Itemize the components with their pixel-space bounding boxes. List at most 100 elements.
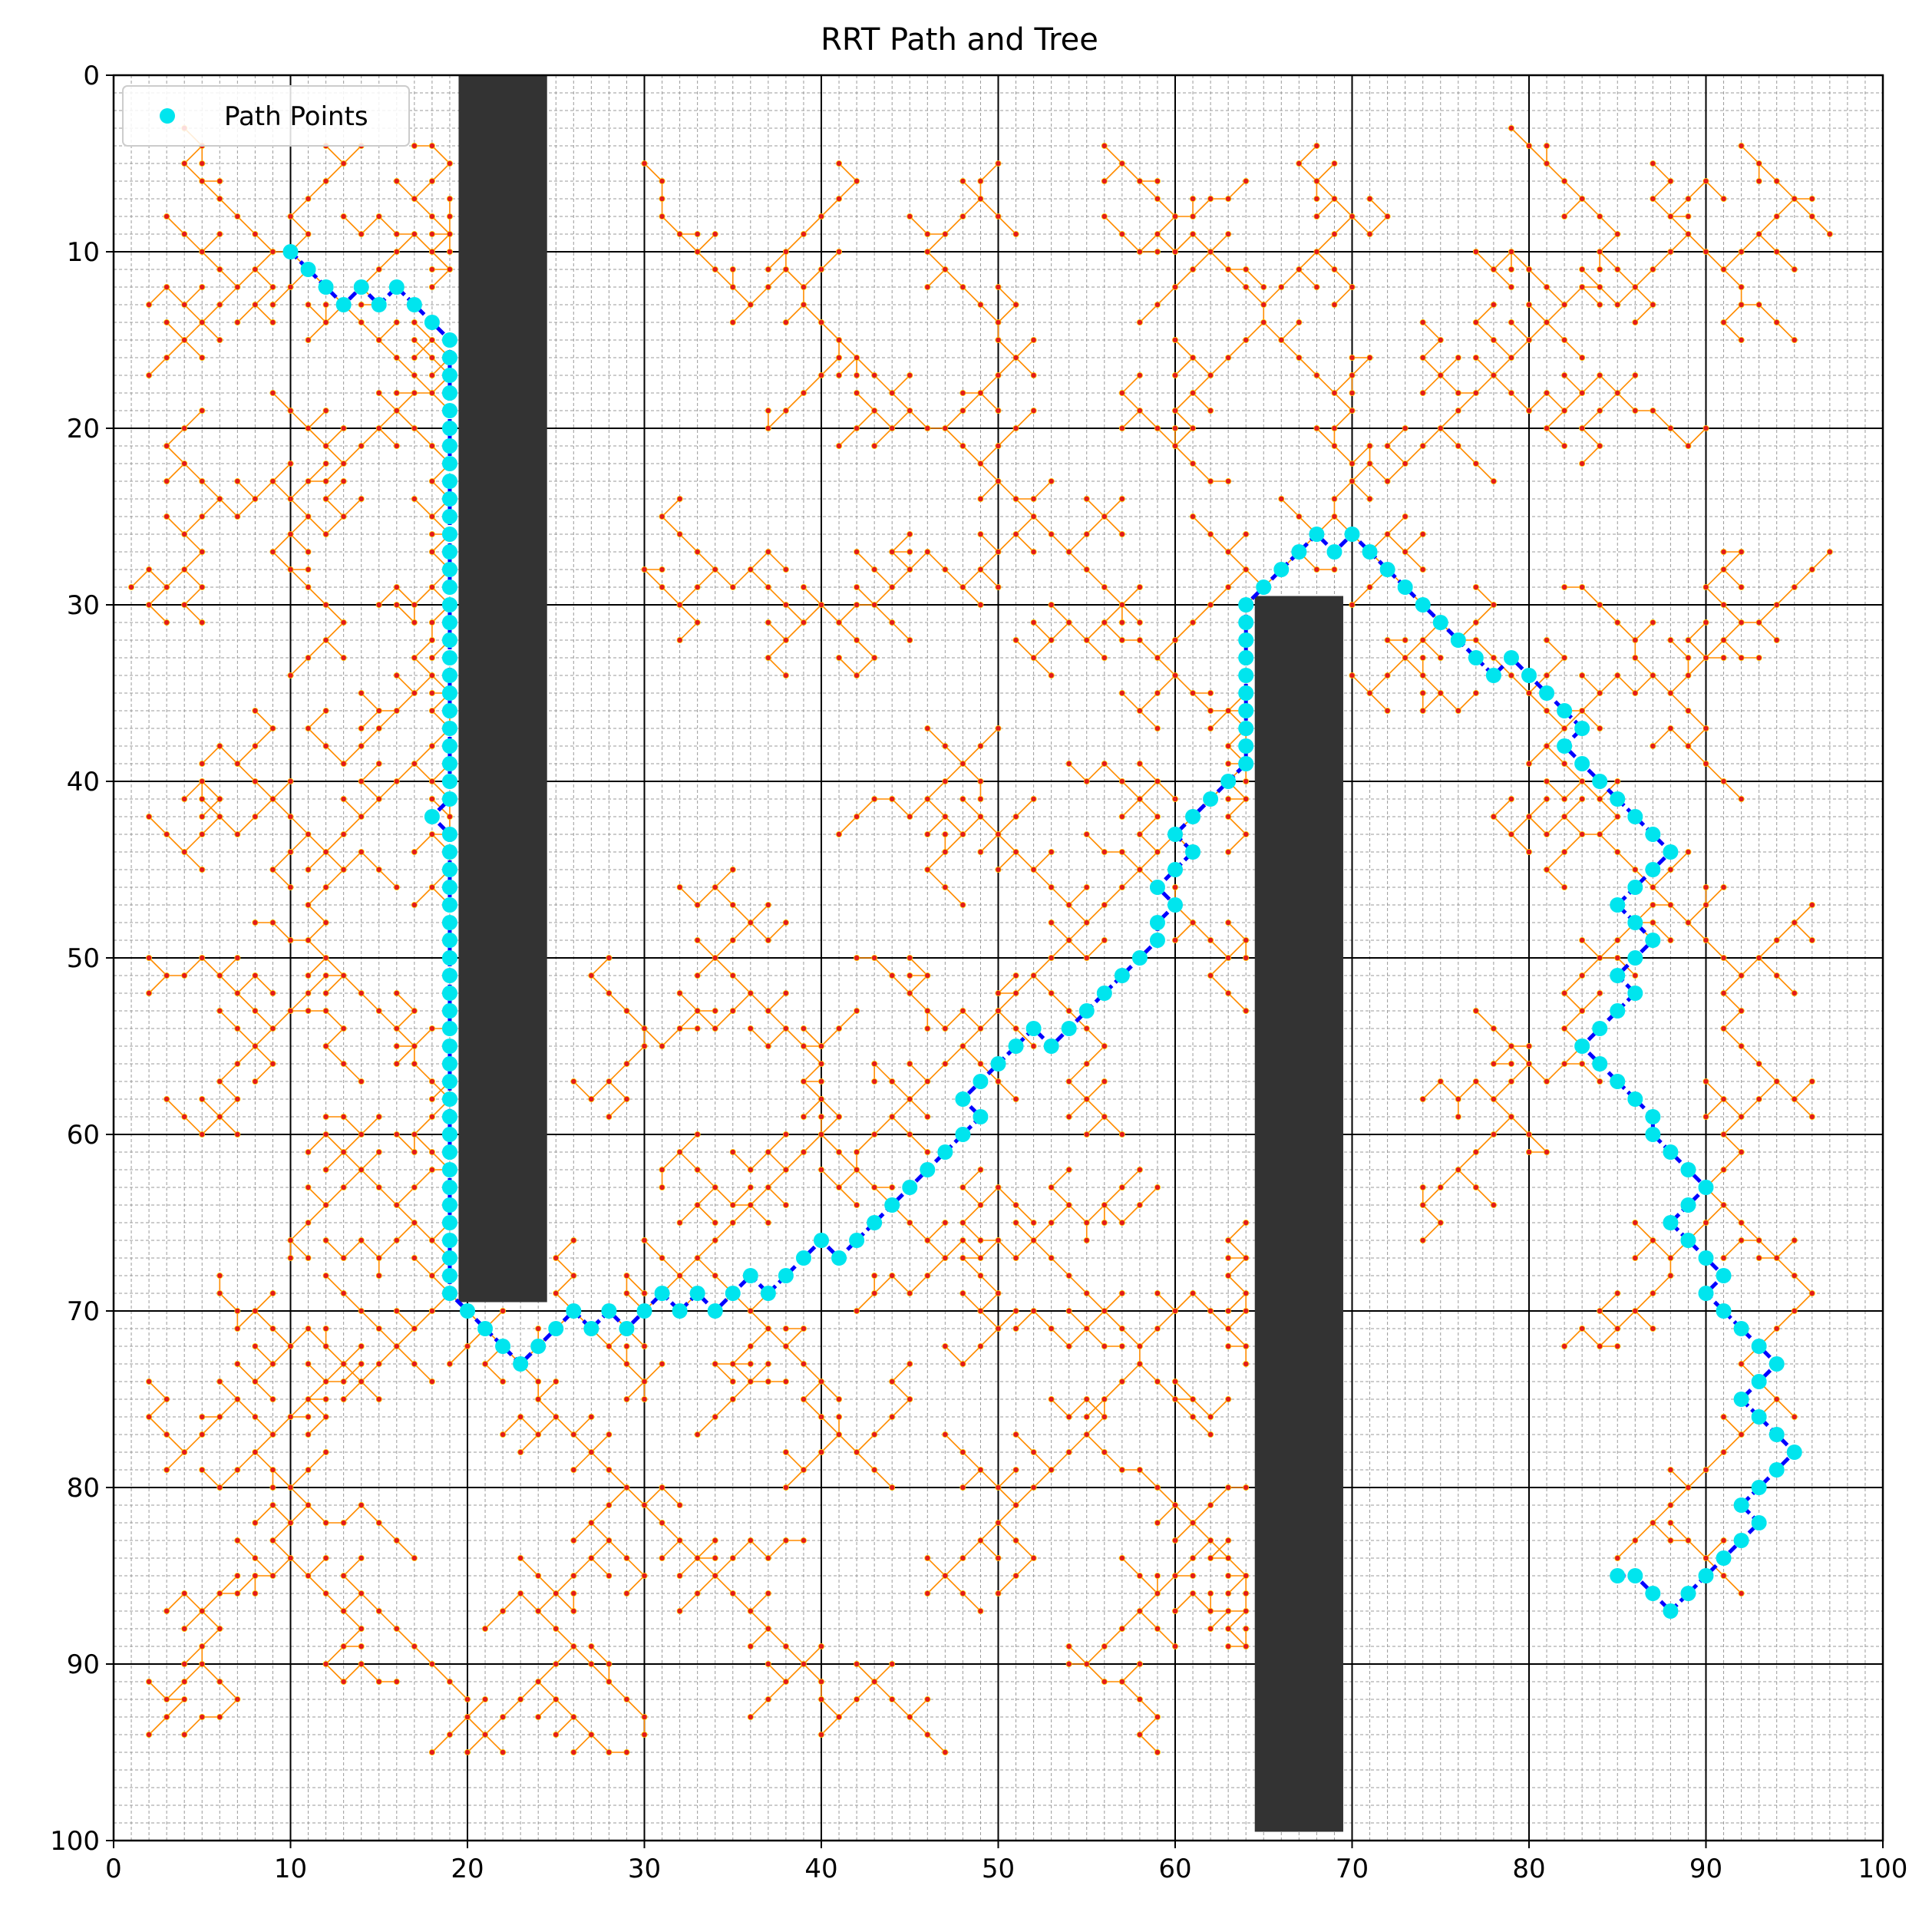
tree-edge <box>396 1628 415 1647</box>
tree-node <box>854 1202 860 1209</box>
tree-node <box>995 990 1002 997</box>
path-point <box>388 279 405 295</box>
tree-edge <box>1104 586 1123 606</box>
tree-edge <box>307 710 327 729</box>
tree-node <box>907 408 913 414</box>
tree-edge <box>307 410 327 429</box>
tree-node <box>606 1114 613 1121</box>
tree-edge <box>768 992 787 1012</box>
tree-node <box>163 972 170 979</box>
tree-edge <box>926 233 946 253</box>
tree-node <box>411 1643 418 1649</box>
tree-edge <box>130 569 150 588</box>
tree-edge <box>254 1557 274 1577</box>
path-point <box>1574 756 1590 771</box>
tree-node <box>818 319 825 325</box>
tree-edge <box>1528 322 1547 341</box>
tree-node <box>1597 602 1603 609</box>
tree-node <box>163 1096 170 1103</box>
tree-edge <box>1192 392 1211 411</box>
tree-edge <box>1121 1681 1141 1700</box>
tree-edge <box>219 1699 238 1718</box>
tree-edge <box>768 1663 787 1682</box>
tree-node <box>1419 1202 1426 1209</box>
tree-node <box>959 177 966 184</box>
tree-node <box>1207 1431 1214 1438</box>
tree-node <box>1419 566 1426 573</box>
tree-node <box>305 1396 312 1403</box>
tree-node <box>305 1255 312 1262</box>
tree-edge <box>1669 904 1689 923</box>
tree-edge <box>378 781 398 800</box>
tree-edge <box>1192 922 1211 941</box>
tree-edge <box>1581 375 1600 394</box>
tree-edge <box>661 1028 681 1047</box>
tree-node <box>871 566 878 573</box>
tree-node <box>322 461 329 467</box>
tree-node <box>375 336 382 343</box>
tree-edge <box>997 1240 1017 1259</box>
tree-node <box>729 266 736 272</box>
tree-node <box>1702 937 1709 944</box>
tree-node <box>234 513 241 520</box>
tree-node <box>836 1431 843 1438</box>
path-point <box>441 1268 457 1283</box>
tree-edge <box>1511 1045 1530 1065</box>
tree-node <box>1526 1149 1533 1156</box>
tree-node <box>1154 230 1161 237</box>
tree-node <box>393 1237 400 1244</box>
tree-node <box>889 796 896 803</box>
tree-node <box>1366 584 1373 591</box>
tree-edge <box>997 1010 1017 1029</box>
tree-node <box>252 1343 259 1350</box>
tree-node <box>1720 1131 1727 1138</box>
tree-node <box>1650 301 1656 308</box>
tree-edge <box>1086 639 1105 659</box>
tree-node <box>1313 177 1320 184</box>
tree-edge <box>768 622 787 641</box>
tree-node <box>1738 301 1745 308</box>
tree-node <box>287 1237 294 1244</box>
tree-edge <box>1316 180 1336 200</box>
tree-node <box>234 213 241 220</box>
tree-edge <box>1068 551 1088 570</box>
tree-node <box>428 230 435 237</box>
y-tick-label: 10 <box>67 237 100 268</box>
tree-node <box>871 955 878 962</box>
path-point <box>1238 650 1254 665</box>
tree-node <box>1614 1290 1621 1297</box>
tree-edge <box>520 1593 539 1612</box>
path-point <box>1008 1038 1024 1054</box>
tree-edge <box>1634 1240 1653 1259</box>
tree-edge <box>166 216 185 235</box>
tree-node <box>322 884 329 891</box>
tree-node <box>942 1025 949 1032</box>
tree-edge <box>166 569 185 588</box>
path-point <box>654 1286 670 1301</box>
tree-node <box>517 1590 524 1596</box>
path-point <box>1733 1533 1749 1548</box>
tree-node <box>1136 408 1143 414</box>
tree-edge <box>272 1504 292 1524</box>
path-point <box>760 1286 776 1301</box>
tree-edge <box>378 1522 398 1541</box>
tree-node <box>1472 690 1479 697</box>
tree-edge <box>768 586 787 606</box>
tree-edge <box>1599 939 1618 959</box>
tree-node <box>269 1572 276 1579</box>
tree-node <box>305 972 312 979</box>
tree-node <box>1243 1484 1250 1491</box>
tree-edge <box>272 851 292 870</box>
tree-edge <box>1033 869 1052 888</box>
tree-node <box>924 283 931 290</box>
tree-node <box>1702 1467 1709 1474</box>
tree-edge <box>909 992 928 1012</box>
tree-node <box>1331 566 1338 573</box>
tree-node <box>765 549 771 556</box>
tree-edge <box>926 551 946 570</box>
tree-node <box>234 1537 241 1544</box>
tree-node <box>694 1555 701 1562</box>
tree-node <box>747 1607 754 1614</box>
tree-edge <box>1652 198 1671 217</box>
tree-node <box>1331 160 1338 167</box>
